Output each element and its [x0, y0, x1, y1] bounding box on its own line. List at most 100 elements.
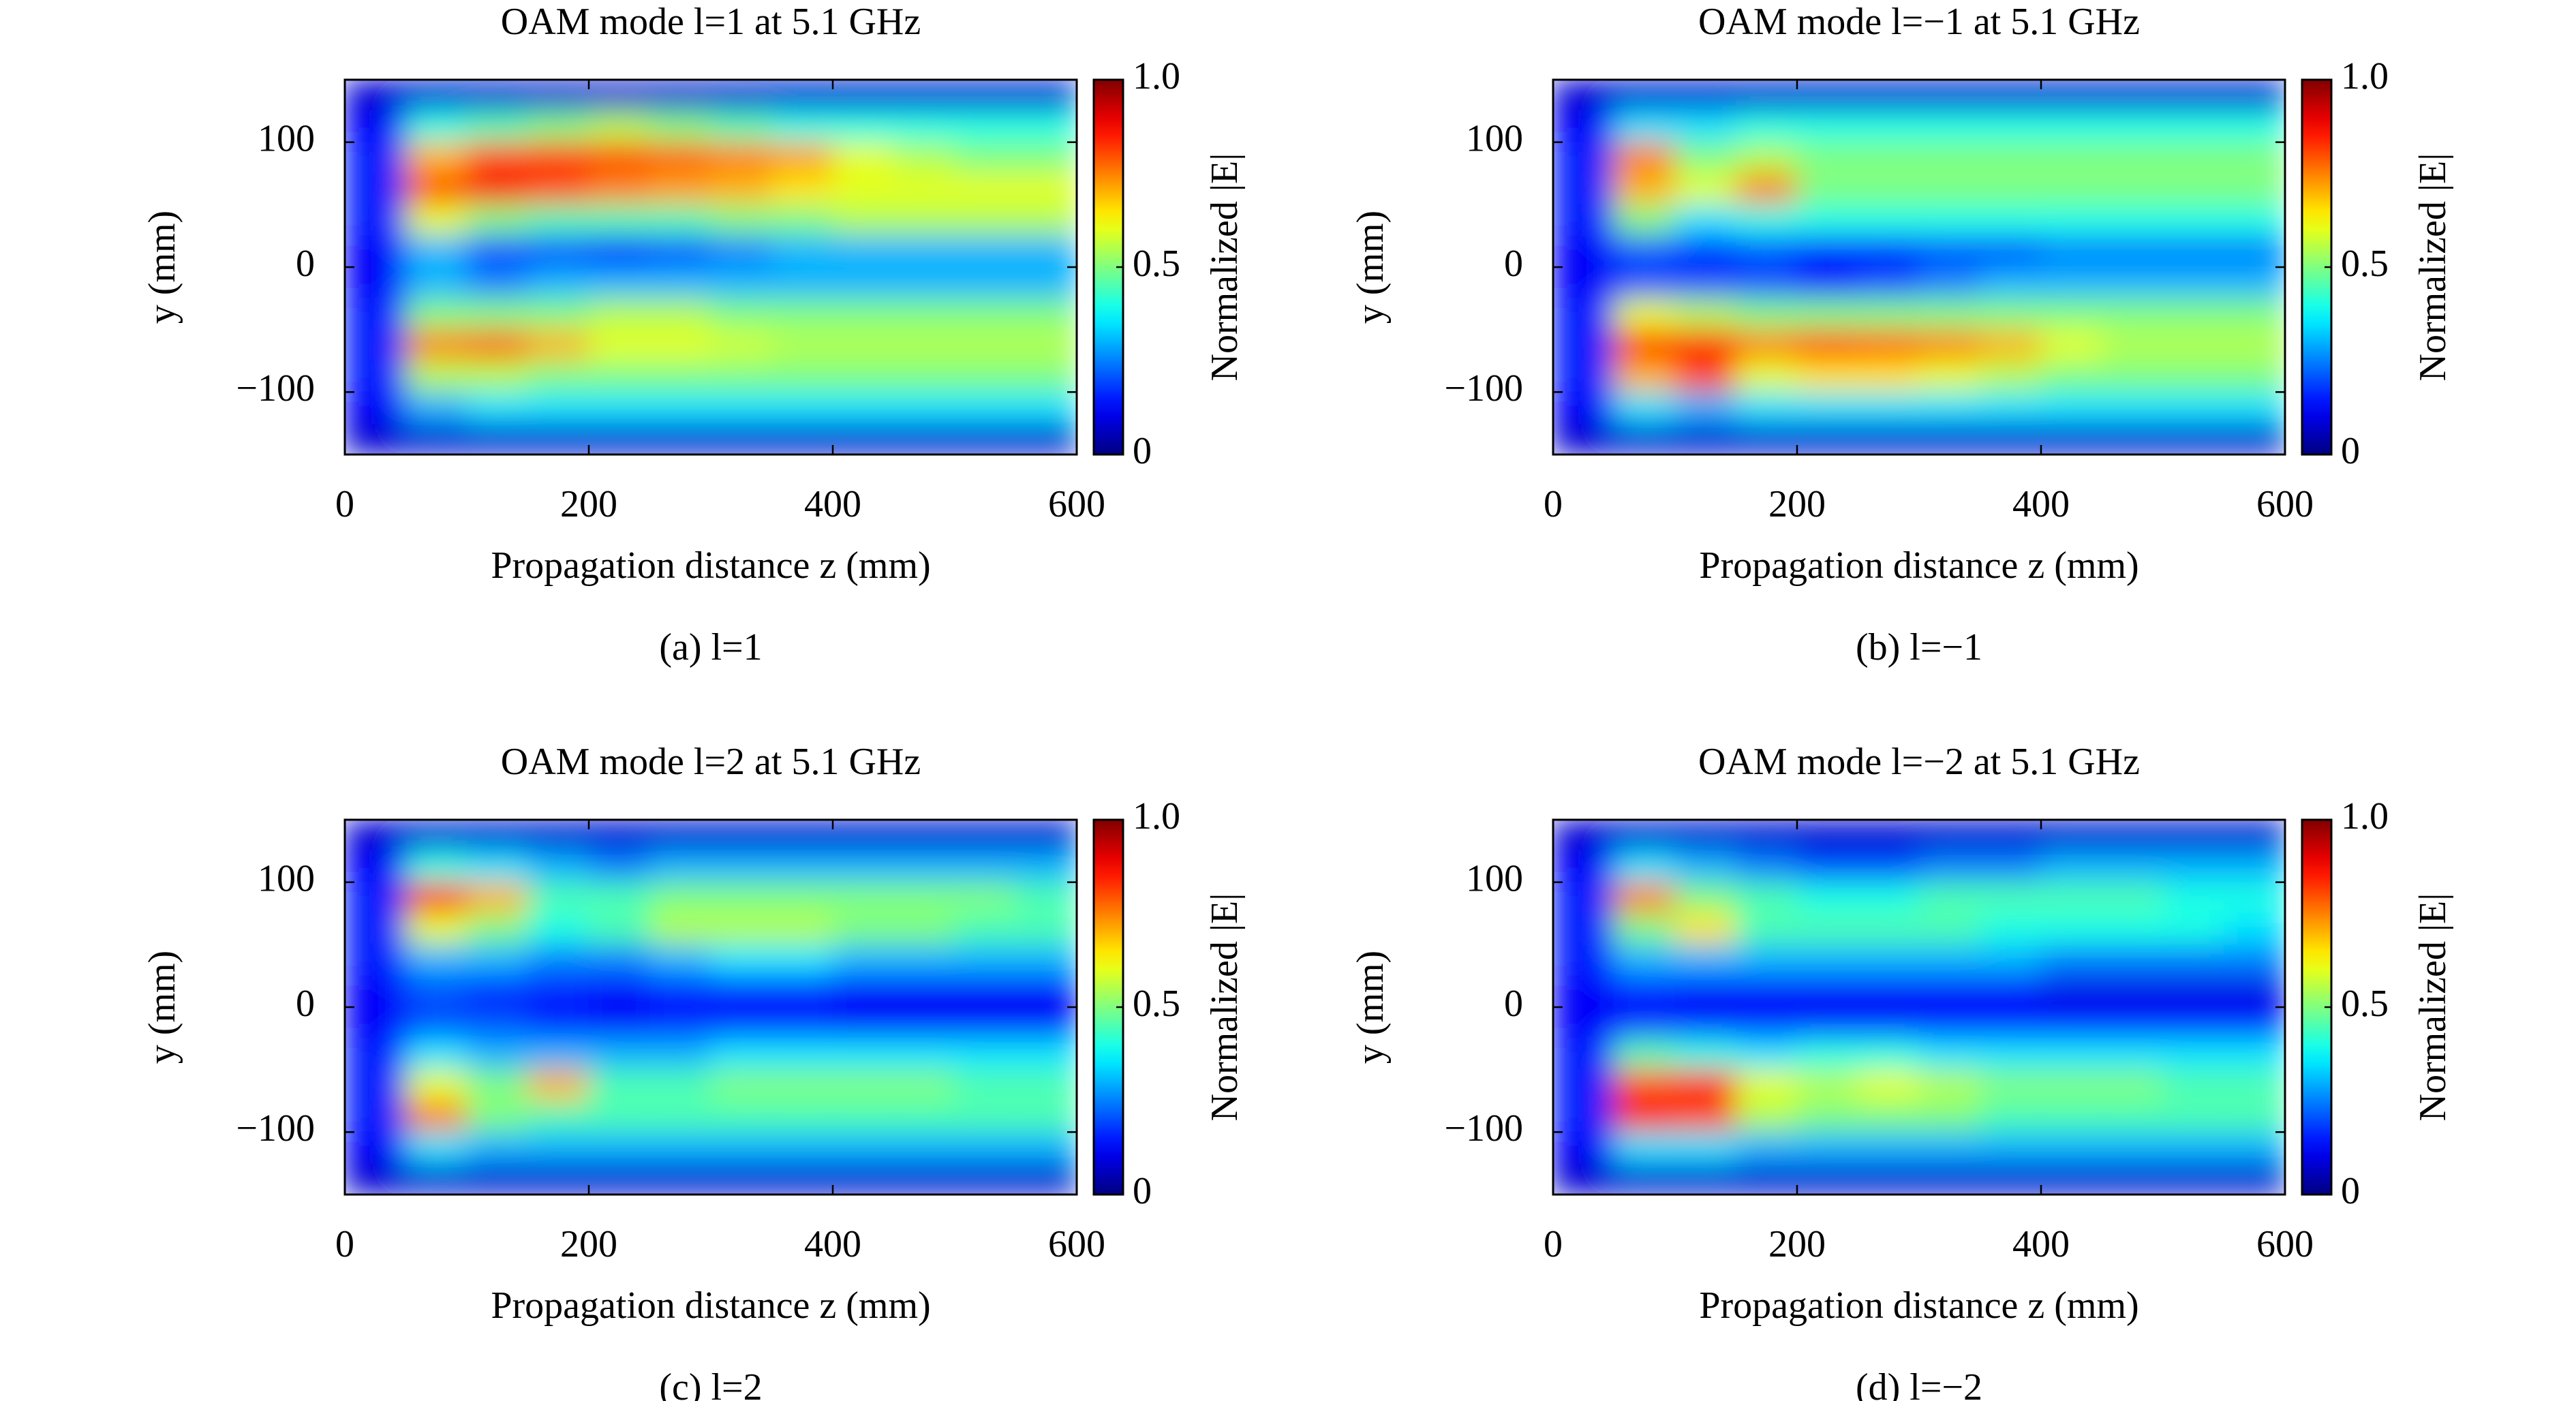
heatmap-cell	[710, 820, 772, 852]
heatmap-cell	[1015, 422, 1077, 455]
heatmap-cell	[405, 80, 467, 112]
heatmap-cell	[2102, 944, 2164, 976]
heatmap-cell	[527, 142, 589, 174]
chart-title: OAM mode l=1 at 5.1 GHz	[501, 1, 921, 43]
panel: 0 200 400 600 −100 0 100 OAM mode l=2 at 5.1 GH…	[141, 741, 1246, 1401]
heatmap-cell	[649, 266, 711, 299]
heatmap-cell	[1918, 1038, 1980, 1071]
heatmap-cell	[771, 1100, 833, 1133]
heatmap-cell	[710, 882, 772, 914]
heatmap-cell	[527, 329, 589, 361]
heatmap-cell	[1553, 142, 1614, 174]
heatmap-cell	[345, 360, 406, 392]
heatmap-cell	[832, 1069, 894, 1101]
heatmap-cell	[954, 882, 1016, 914]
heatmap-cell	[1918, 360, 1980, 392]
heatmap-cell	[345, 329, 406, 361]
heatmap-cell	[1796, 391, 1858, 424]
heatmap-cell	[405, 422, 467, 455]
heatmap-cell	[649, 204, 711, 236]
x-tick-label: 400	[2012, 483, 2070, 525]
heatmap	[345, 820, 1077, 1195]
heatmap-cell	[345, 391, 406, 424]
heatmap-cell	[710, 110, 772, 143]
heatmap-cell	[1015, 142, 1077, 174]
heatmap-cell	[832, 204, 894, 236]
x-tick-label: 400	[804, 1223, 861, 1265]
heatmap-cell	[2224, 235, 2285, 268]
heatmap-cell	[466, 110, 528, 143]
heatmap-cell	[1858, 110, 1920, 143]
heatmap-cell	[832, 266, 894, 299]
colorbar-tick-label: 0.5	[1133, 983, 1180, 1025]
colorbar-label: Normalized |E|	[2412, 893, 2454, 1122]
x-tick-label: 200	[560, 1223, 617, 1265]
heatmap-cell	[710, 266, 772, 299]
heatmap-cell	[2040, 1038, 2102, 1071]
heatmap-cell	[345, 142, 406, 174]
heatmap-cell	[954, 110, 1016, 143]
y-tick-label: −100	[236, 1107, 315, 1150]
heatmap-cell	[588, 913, 650, 945]
heatmap-cell	[1796, 820, 1858, 852]
heatmap-cell	[649, 820, 711, 852]
heatmap-cell	[1858, 391, 1920, 424]
heatmap-cell	[405, 235, 467, 268]
heatmap-cell	[527, 266, 589, 299]
heatmap-cell	[1015, 298, 1077, 330]
heatmap-cell	[771, 1131, 833, 1164]
heatmap-cell	[527, 110, 589, 143]
colorbar-tick-label: 1.0	[1133, 55, 1180, 97]
heatmap-cell	[954, 142, 1016, 174]
heatmap-cell	[832, 329, 894, 361]
heatmap-cell	[649, 142, 711, 174]
heatmap-cell	[1553, 850, 1614, 883]
heatmap-cell	[1015, 204, 1077, 236]
heatmap-cell	[1736, 360, 1798, 392]
heatmap-cell	[1614, 298, 1676, 330]
heatmap-cell	[1015, 235, 1077, 268]
heatmap-cell	[345, 1163, 406, 1195]
heatmap-cell	[893, 298, 955, 330]
heatmap-cell	[2224, 1006, 2285, 1039]
heatmap-cell	[527, 820, 589, 852]
heatmap-cell	[1015, 110, 1077, 143]
heatmap-cell	[893, 1131, 955, 1164]
heatmap-cell	[345, 850, 406, 883]
heatmap-cell	[2102, 329, 2164, 361]
heatmap-cell	[1858, 235, 1920, 268]
heatmap-cell	[1858, 298, 1920, 330]
heatmap-cell	[2224, 360, 2285, 392]
heatmap-cell	[588, 944, 650, 976]
heatmap-cell	[649, 1131, 711, 1164]
x-axis-label: Propagation distance z (mm)	[1699, 544, 2138, 587]
heatmap-cell	[1614, 142, 1676, 174]
chart-title: OAM mode l=2 at 5.1 GHz	[501, 741, 921, 783]
heatmap-cell	[1918, 1100, 1980, 1133]
heatmap-cell	[1614, 944, 1676, 976]
heatmap-cell	[1980, 329, 2042, 361]
heatmap-cell	[527, 204, 589, 236]
heatmap-cell	[1736, 110, 1798, 143]
heatmap-cell	[1858, 1006, 1920, 1039]
heatmap-cell	[1918, 913, 1980, 945]
heatmap-cell	[710, 204, 772, 236]
heatmap-cell	[832, 142, 894, 174]
heatmap-cell	[893, 820, 955, 852]
heatmap-cell	[832, 913, 894, 945]
heatmap-cell	[954, 820, 1016, 852]
heatmap-cell	[1553, 360, 1614, 392]
heatmap-cell	[1614, 80, 1676, 112]
heatmap-cell	[405, 882, 467, 914]
heatmap-cell	[1674, 820, 1736, 852]
heatmap-cell	[710, 360, 772, 392]
heatmap-cell	[771, 820, 833, 852]
heatmap-cell	[527, 975, 589, 1008]
heatmap-cell	[405, 944, 467, 976]
heatmap-cell	[527, 944, 589, 976]
heatmap-cell	[1015, 882, 1077, 914]
heatmap-cell	[1736, 975, 1798, 1008]
colorbar-tick-label: 0.5	[1133, 243, 1180, 285]
heatmap-cell	[1736, 204, 1798, 236]
heatmap-cell	[710, 1131, 772, 1164]
